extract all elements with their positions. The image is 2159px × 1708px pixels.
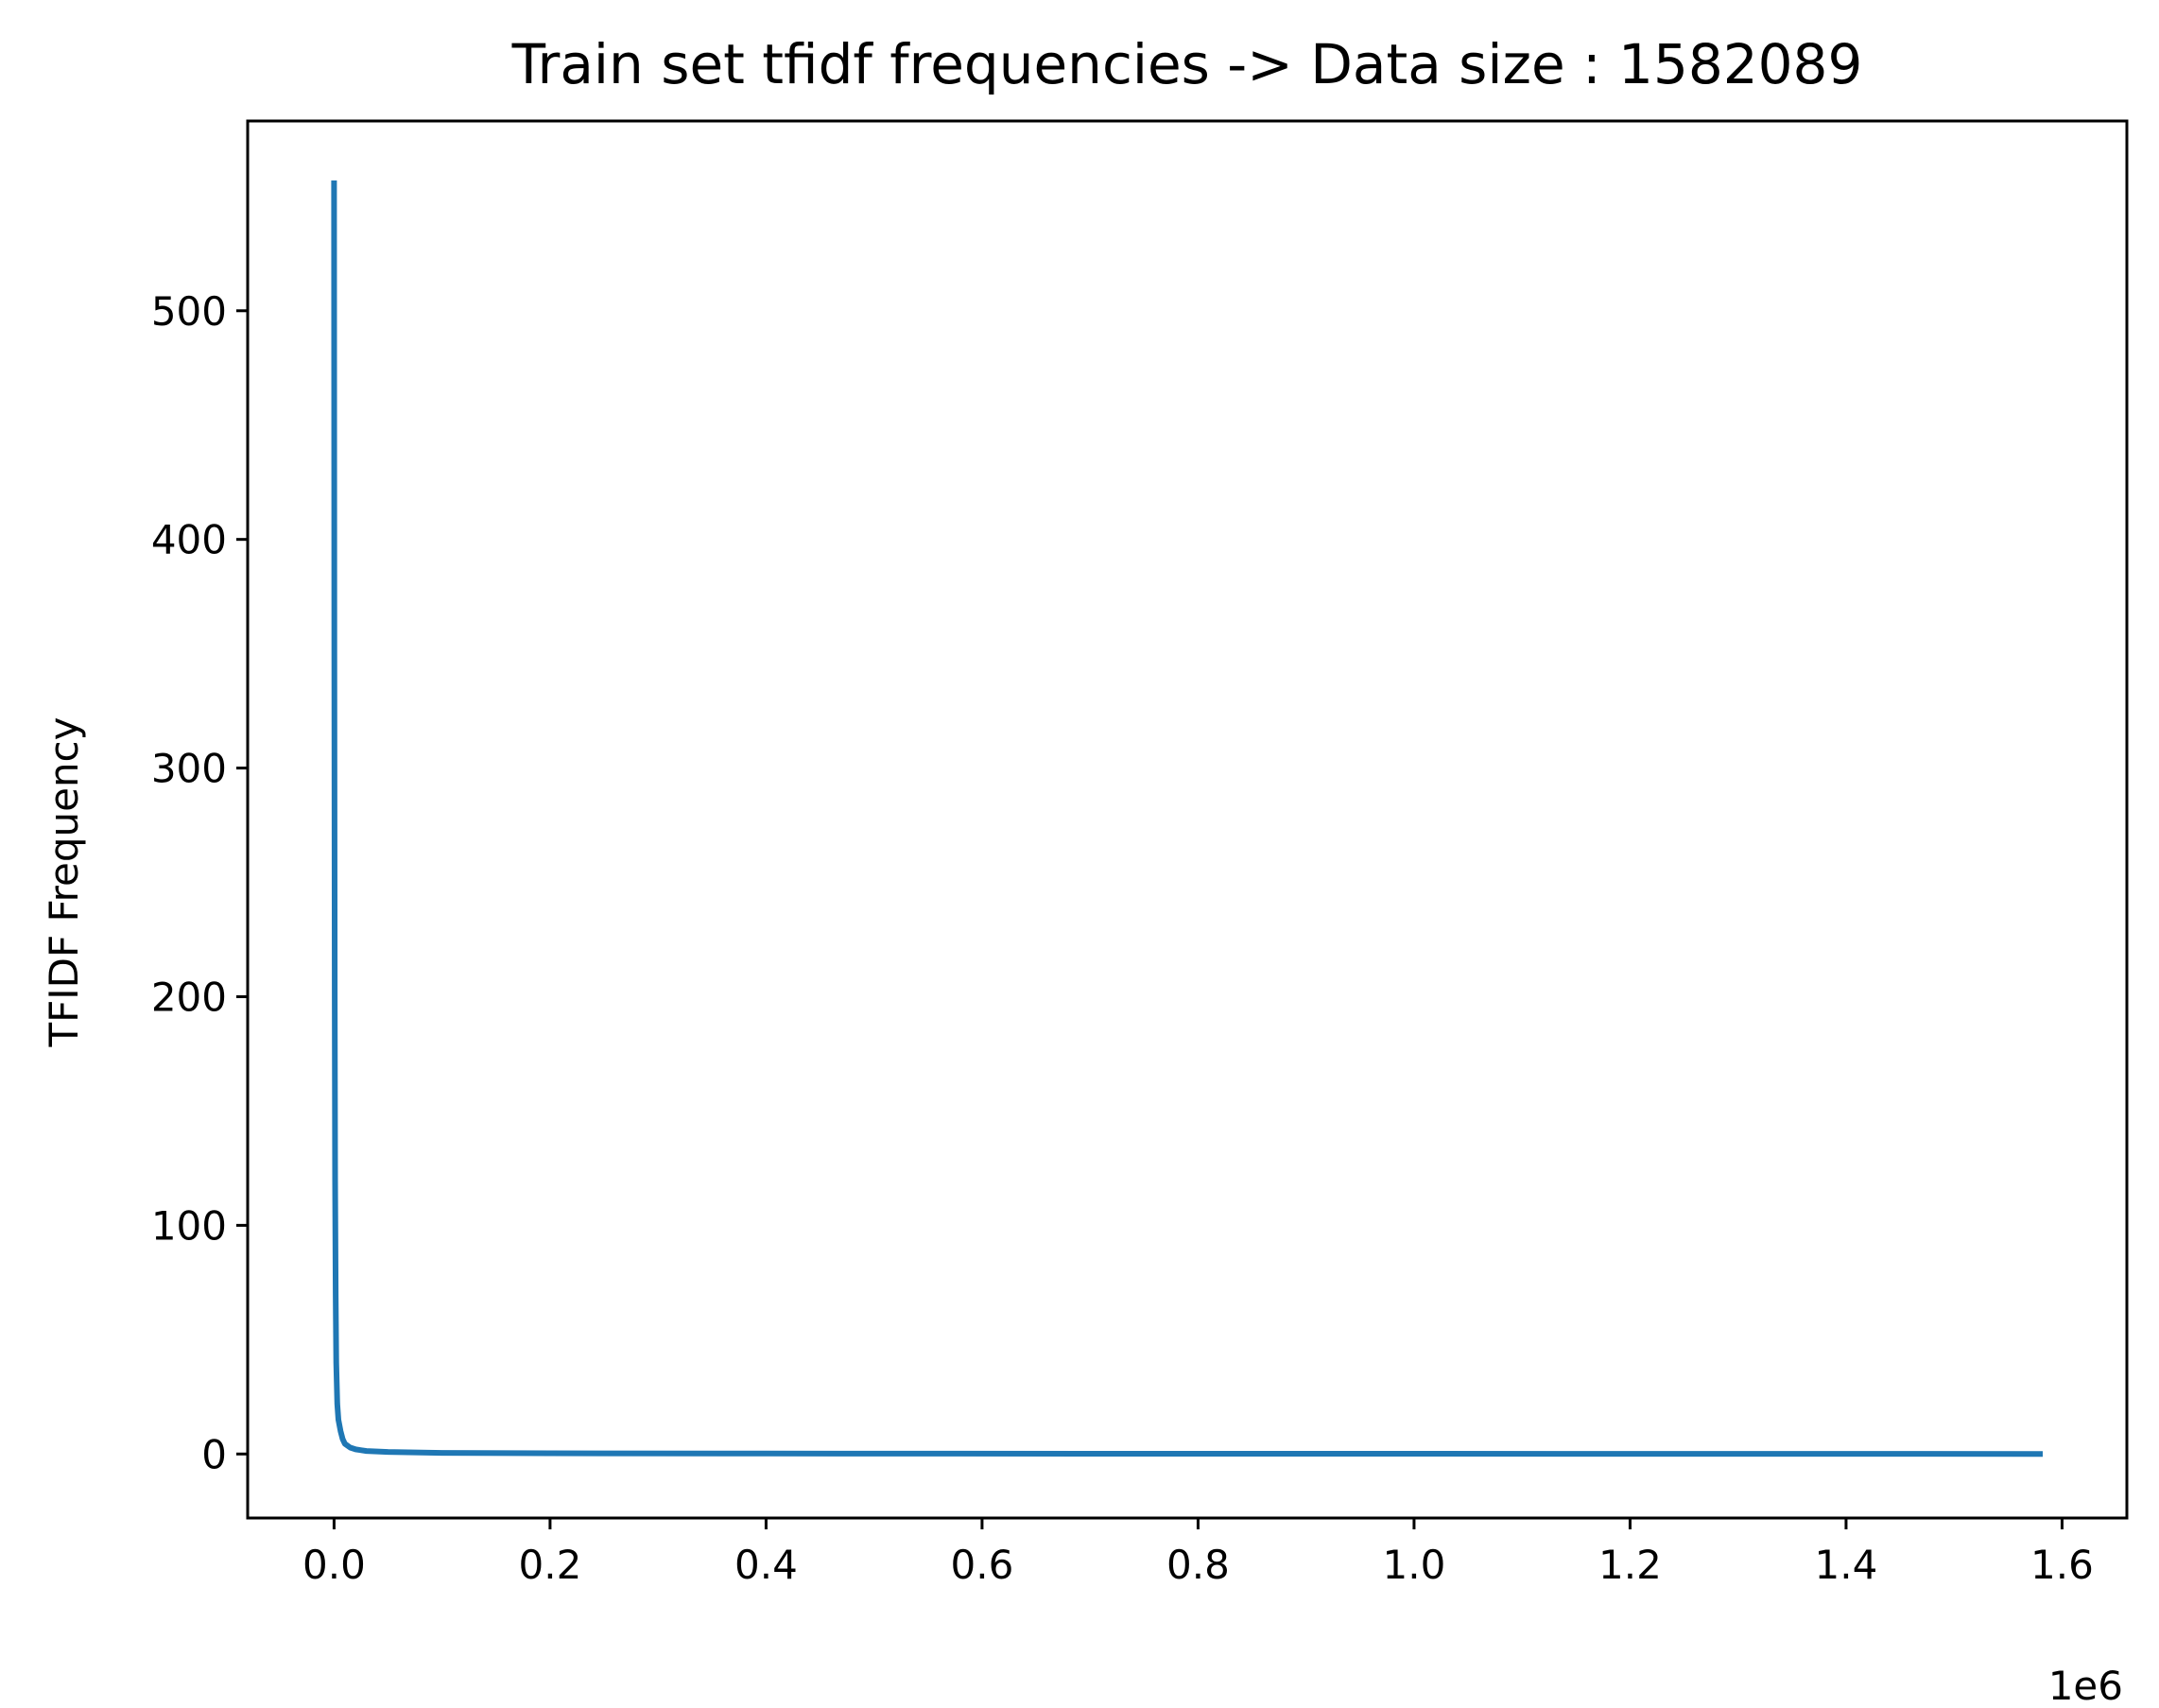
series-line-0 <box>331 180 2044 1458</box>
y-tick-label: 0 <box>201 1431 227 1477</box>
x-tick-label: 0.2 <box>519 1542 582 1588</box>
x-tick-label: 0.6 <box>951 1542 1014 1588</box>
x-tick-label: 1.2 <box>1598 1542 1662 1588</box>
x-tick-label: 1.0 <box>1383 1542 1446 1588</box>
x-tick-label: 0.8 <box>1166 1542 1230 1588</box>
x-offset-label: 1e6 <box>2048 1663 2123 1708</box>
x-tick-label: 0.0 <box>302 1542 366 1588</box>
x-tick-label: 1.6 <box>2030 1542 2094 1588</box>
y-tick-label: 300 <box>151 746 227 792</box>
chart-title: Train set tfidf frequencies -> Data size… <box>511 32 1863 96</box>
x-tick-label: 1.4 <box>1815 1542 1878 1588</box>
y-tick-label: 200 <box>151 974 227 1020</box>
y-axis-label: TFIDF Frequency <box>41 716 87 1047</box>
plot-frame <box>246 119 2129 1520</box>
y-tick-label: 500 <box>151 288 227 335</box>
y-axis: 0 100 200 300 400 500 <box>151 288 248 1477</box>
y-tick-label: 400 <box>151 517 227 563</box>
x-axis: 0.0 0.2 0.4 0.6 0.8 1.0 1.2 1.4 1.6 <box>302 1518 2094 1588</box>
x-tick-label: 0.4 <box>734 1542 798 1588</box>
plot-area <box>331 180 2044 1458</box>
y-tick-label: 100 <box>151 1202 227 1249</box>
